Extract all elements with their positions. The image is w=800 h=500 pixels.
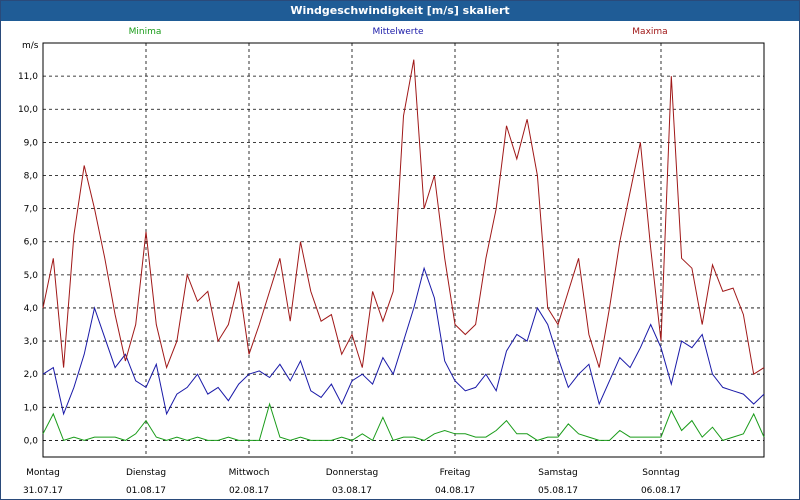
y-tick-label: 7,0 xyxy=(24,205,39,215)
x-tick-day: Freitag xyxy=(440,468,471,478)
x-tick-day: Montag xyxy=(26,468,60,478)
plot-area xyxy=(42,42,765,458)
x-tick-day: Donnerstag xyxy=(326,468,379,478)
y-tick-label: 9,0 xyxy=(24,138,39,148)
x-tick-day: Mittwoch xyxy=(229,468,270,478)
x-tick-day: Dienstag xyxy=(126,468,166,478)
window-title: Windgeschwindigkeit [m/s] skaliert xyxy=(1,1,799,21)
series-lines xyxy=(42,59,765,442)
legend-maxima: Maxima xyxy=(632,27,667,37)
x-tick-date: 06.08.17 xyxy=(641,486,681,496)
y-tick-label: 8,0 xyxy=(24,171,39,181)
y-tick-label: 2,0 xyxy=(24,370,39,380)
y-tick-label: 1,0 xyxy=(24,403,39,413)
series-line-mittelwerte xyxy=(42,266,765,416)
y-tick-label: 0,0 xyxy=(24,436,39,446)
x-tick-date: 05.08.17 xyxy=(538,486,578,496)
x-tick-date: 31.07.17 xyxy=(23,486,63,496)
y-tick-label: 11,0 xyxy=(18,72,38,82)
x-tick-labels: Montag 31.07.17 Dienstag 01.08.17 Mittwoch 02… xyxy=(23,468,681,496)
x-tick-day: Samstag xyxy=(538,468,577,478)
y-tick-labels: 0,0 1,0 2,0 3,0 4,0 5,0 6,0 7,0 8,0 9,0 10,0 11,0 xyxy=(18,72,38,446)
legend-minima: Minima xyxy=(129,27,162,37)
legend-mittelwerte: Mittelwerte xyxy=(372,27,423,37)
y-tick-label: 6,0 xyxy=(24,238,39,248)
y-tick-label: 5,0 xyxy=(24,271,39,281)
y-tick-label: 4,0 xyxy=(24,304,39,314)
x-tick-date: 02.08.17 xyxy=(229,486,269,496)
y-axis-unit: m/s xyxy=(22,41,39,51)
series-line-maxima xyxy=(42,59,765,376)
x-tick-date: 01.08.17 xyxy=(126,486,166,496)
x-tick-date: 03.08.17 xyxy=(332,486,372,496)
series-line-minima xyxy=(42,402,765,442)
y-tick-label: 10,0 xyxy=(18,105,38,115)
x-tick-date: 04.08.17 xyxy=(435,486,475,496)
y-tick-label: 3,0 xyxy=(24,337,39,347)
x-tick-day: Sonntag xyxy=(642,468,679,478)
